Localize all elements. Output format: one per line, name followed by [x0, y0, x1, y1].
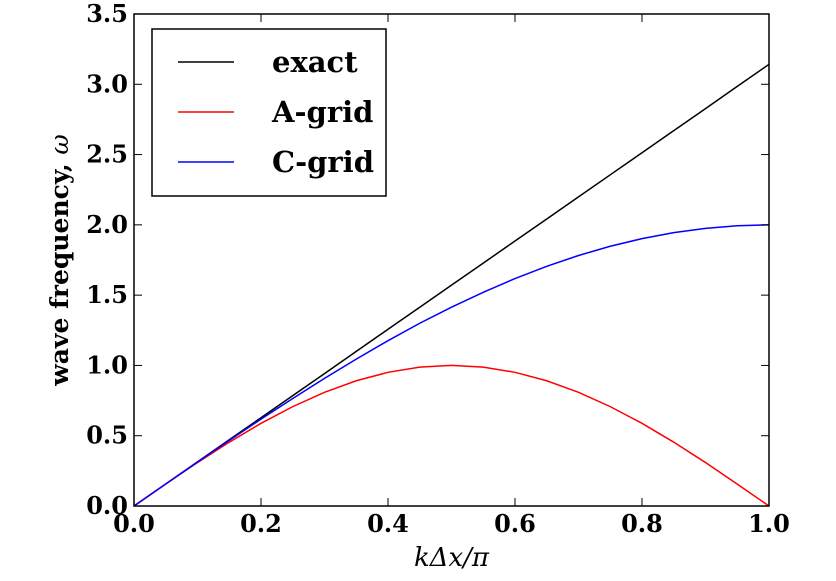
- plot-frame: [133, 13, 770, 507]
- x-tick-label: 0.6: [494, 509, 536, 538]
- legend-label-c-grid: C-grid: [272, 145, 374, 179]
- series-lines: [133, 63, 770, 507]
- y-axis-label: wave frequency, ω: [45, 134, 74, 387]
- tick-labels: 0.0 0.2 0.4 0.6 0.8 1.0 0.0 0.5 1.0 1.5 2.0 2.5 3.0 3…: [86, 0, 790, 538]
- y-tick-label: 3.0: [86, 69, 128, 98]
- series-line-a-grid: [133, 364, 770, 507]
- y-axis-label-text: wave frequency,: [45, 155, 74, 387]
- y-tick-label: 3.5: [86, 0, 128, 28]
- y-tick-label: 1.5: [86, 280, 128, 309]
- y-tick-label: 2.0: [86, 210, 128, 239]
- axis-ticks: [133, 13, 770, 507]
- y-axis-label-symbol: ω: [45, 134, 74, 154]
- x-tick-label: 1.0: [748, 509, 790, 538]
- y-tick-label: 1.0: [86, 350, 128, 379]
- legend: exact A-grid C-grid: [151, 28, 387, 197]
- legend-label-a-grid: A-grid: [271, 95, 373, 129]
- x-tick-label: 0.4: [367, 509, 409, 538]
- x-tick-label: 0.0: [113, 509, 155, 538]
- y-tick-label: 2.5: [86, 140, 128, 169]
- y-tick-label: 0.5: [86, 421, 128, 450]
- x-tick-label: 0.2: [240, 509, 282, 538]
- y-tick-label: 0.0: [86, 491, 128, 520]
- legend-label-exact: exact: [272, 45, 358, 79]
- series-line-c-grid: [133, 224, 770, 507]
- x-axis-label: kΔx/π: [414, 543, 490, 573]
- x-tick-label: 0.8: [621, 509, 663, 538]
